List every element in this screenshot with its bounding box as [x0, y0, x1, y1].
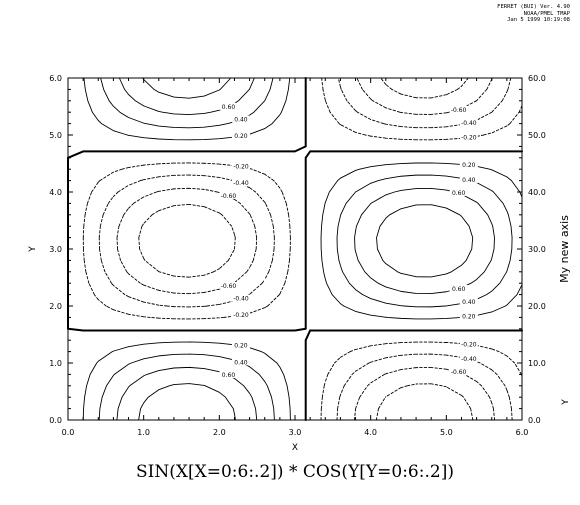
x-tick-label: 3.0	[289, 428, 302, 437]
contour-label-bg	[459, 340, 478, 348]
contour-label-bg	[231, 341, 250, 349]
contour-label: 0.40	[234, 359, 248, 366]
y-tick-label: 6.0	[49, 74, 62, 83]
contour-label-bg	[231, 115, 250, 123]
header-line-3: Jan 5 1999 10:19:08	[507, 17, 570, 23]
contour-label-bg	[219, 281, 238, 289]
x-tick-label: 6.0	[516, 428, 529, 437]
right-tick-label: 30.0	[528, 245, 546, 254]
contour-label: 0.40	[462, 177, 476, 184]
contour-label-bg	[459, 312, 478, 320]
contour-label: 0.40	[234, 117, 248, 124]
y-tick-label: 2.0	[49, 302, 62, 311]
contour-lines	[67, 77, 523, 421]
y-tick-label: 0.0	[49, 416, 62, 425]
contour-label: -0.20	[233, 312, 249, 319]
contour-line-0_8	[138, 77, 474, 421]
contour-label: -0.40	[461, 356, 477, 363]
right-tick-label: 0.0	[528, 416, 541, 425]
contour-label: -0.40	[233, 296, 249, 303]
right-tick-label: 40.0	[528, 188, 546, 197]
contour-line-neg0_6	[116, 77, 496, 421]
contour-label-bg	[459, 133, 478, 141]
contour-line-neg0_2	[82, 77, 523, 421]
right-tick-label: 60.0	[528, 74, 546, 83]
contour-label-bg	[231, 179, 250, 187]
y-tick-label: 1.0	[49, 359, 62, 368]
contour-label-bg	[219, 370, 238, 378]
contour-label: -0.60	[451, 369, 467, 376]
contour-label-bg	[219, 191, 238, 199]
x-tick-label: 1.0	[137, 428, 150, 437]
x-tick-label: 4.0	[364, 428, 377, 437]
x-tick-label: 5.0	[440, 428, 453, 437]
contour-line-neg0_8	[138, 77, 474, 421]
contour-label: 0.60	[222, 104, 236, 111]
contour-label-bg	[459, 118, 478, 126]
contour-label: -0.60	[221, 193, 237, 200]
contour-label: 0.20	[234, 343, 248, 350]
contour-labels: -0.60 -0.60 -0.60 -0.60 -0.40 -0.40 -0.40 -0.40…	[219, 102, 478, 379]
contour-label-bg	[231, 132, 250, 140]
contour-label: -0.20	[461, 135, 477, 142]
right-tick-label: 50.0	[528, 131, 546, 140]
contour-label-bg	[231, 294, 250, 302]
y-tick-label: 3.0	[49, 245, 62, 254]
right-axis-corner-label: Y	[561, 399, 571, 406]
header-line-1: FERRET (BUI) Ver. 4.90	[497, 4, 570, 10]
contour-label-bg	[459, 354, 478, 362]
contour-label: 0.20	[234, 133, 248, 140]
right-tick-label: 10.0	[528, 359, 546, 368]
contour-label-bg	[459, 161, 478, 169]
contour-label: 0.40	[462, 299, 476, 306]
contour-label: 0.20	[462, 314, 476, 321]
contour-label-bg	[231, 162, 250, 170]
chart-title: SIN(X[X=0:6:.2]) * COS(Y[Y=0:6:.2])	[136, 462, 454, 482]
contour-label-bg	[459, 175, 478, 183]
contour-label-bg	[231, 358, 250, 366]
y-tick-label: 5.0	[49, 131, 62, 140]
tick-labels: 0.0 1.0 2.0 3.0 4.0 5.0 6.0 0.0 1.0 2.0 3.0 4.0 5.0 6…	[49, 74, 546, 437]
contour-line-neg0_4	[98, 77, 513, 421]
contour-label-bg	[449, 188, 468, 196]
contour-label: -0.40	[233, 180, 249, 187]
x-axis-label: X	[292, 443, 298, 453]
contour-label: -0.60	[451, 107, 467, 114]
contour-label: 0.60	[222, 372, 236, 379]
ferret-header: FERRET (BUI) Ver. 4.90 NOAA/PMEL TMAP Ja…	[497, 4, 570, 24]
contour-label-bg	[231, 311, 250, 319]
x-tick-label: 2.0	[213, 428, 226, 437]
contour-label: -0.60	[221, 283, 237, 290]
y-axis-label: Y	[28, 246, 38, 253]
contour-line-0_2	[82, 77, 523, 421]
contour-label: -0.20	[233, 164, 249, 171]
contour-label-bg	[459, 297, 478, 305]
contour-label-bg	[449, 105, 468, 113]
x-tick-label: 0.0	[62, 428, 75, 437]
y-tick-label: 4.0	[49, 188, 62, 197]
right-tick-label: 20.0	[528, 302, 546, 311]
axis-ticks	[67, 77, 523, 421]
contour-label-bg	[449, 368, 468, 376]
contour-label: 0.60	[452, 190, 466, 197]
header-line-2: NOAA/PMEL TMAP	[523, 10, 570, 17]
contour-label: -0.40	[461, 120, 477, 127]
right-axis-label: My new axis	[558, 215, 571, 283]
contour-label-bg	[219, 102, 238, 110]
contour-label: -0.20	[461, 341, 477, 348]
contour-label: 0.60	[452, 286, 466, 293]
contour-label-bg	[449, 284, 468, 292]
contour-label: 0.20	[462, 162, 476, 169]
